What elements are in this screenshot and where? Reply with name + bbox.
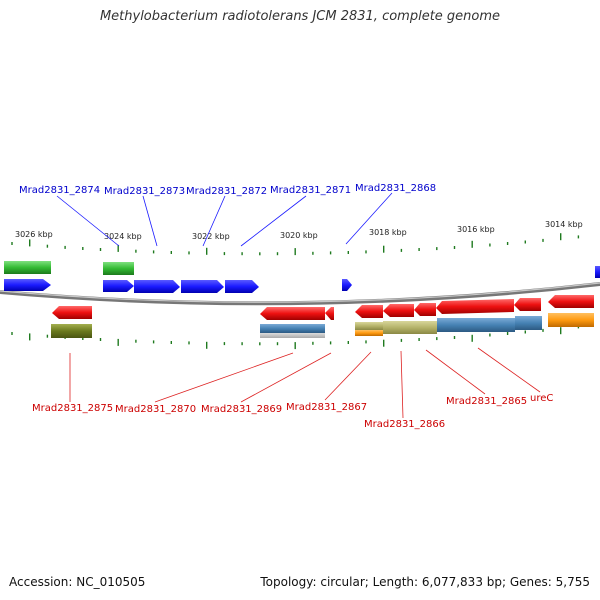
feature-block[interactable] [103,262,134,275]
gene-label-reverse[interactable]: Mrad2831_2870 [115,404,196,415]
feature-block[interactable] [437,318,515,332]
feature-block[interactable] [355,322,383,330]
gene-label-forward[interactable]: Mrad2831_2871 [270,185,351,196]
gene-label-forward[interactable]: Mrad2831_2872 [186,186,267,197]
tick-label: 3024 kbp [104,232,142,241]
feature-block[interactable] [260,324,325,333]
reverse-gene-arrow[interactable] [548,295,594,308]
reverse-gene-arrow[interactable] [325,307,334,320]
feature-block[interactable] [383,321,437,334]
forward-gene-arrow[interactable] [225,280,259,293]
gene-label-reverse[interactable]: Mrad2831_2865 [446,396,527,407]
reverse-gene-arrow[interactable] [52,306,92,319]
forward-leader-lines [56,192,393,247]
gene-label-forward[interactable]: Mrad2831_2874 [19,185,100,196]
forward-gene-arrow[interactable] [103,280,134,292]
feature-block[interactable] [355,330,383,336]
gene-label-reverse[interactable]: Mrad2831_2875 [32,403,113,414]
gene-label-reverse[interactable]: Mrad2831_2866 [364,419,445,430]
reverse-gene-arrow[interactable] [436,299,514,314]
genome-backbone [0,282,600,306]
reverse-gene-arrow[interactable] [514,298,541,311]
gene-label-reverse[interactable]: ureC [530,393,553,404]
reverse-gene-arrow[interactable] [383,304,414,317]
forward-gene-arrow[interactable] [595,266,600,278]
reverse-gene-arrow[interactable] [260,307,325,320]
genome-title: Methylobacterium radiotolerans JCM 2831,… [99,9,501,24]
forward-gene-arrow[interactable] [181,280,224,293]
scale-ticks-top [11,233,580,256]
reverse-leader-lines [69,347,541,419]
forward-gene-arrow[interactable] [4,279,51,291]
feature-block[interactable] [260,333,325,338]
reverse-gene-arrow[interactable] [355,305,383,318]
accession-text: Accession: NC_010505 [9,575,146,589]
gene-label-forward[interactable]: Mrad2831_2868 [355,183,436,194]
feature-block[interactable] [4,261,51,274]
tick-label: 3016 kbp [457,225,495,234]
feature-block[interactable] [51,324,92,338]
gene-label-reverse[interactable]: Mrad2831_2869 [201,404,282,415]
gene-label-reverse[interactable]: Mrad2831_2867 [286,402,367,413]
tick-label: 3020 kbp [280,231,318,240]
tick-label: 3022 kbp [192,232,230,241]
gene-label-forward[interactable]: Mrad2831_2873 [104,186,185,197]
forward-gene-arrow[interactable] [134,280,180,293]
feature-block[interactable] [515,316,542,330]
forward-gene-arrow[interactable] [342,279,352,291]
reverse-gene-arrow[interactable] [414,303,436,316]
topology-text: Topology: circular; Length: 6,077,833 bp… [260,575,590,589]
tick-label: 3018 kbp [369,228,407,237]
feature-block[interactable] [548,313,594,327]
tick-label: 3026 kbp [15,230,53,239]
tick-label: 3014 kbp [545,220,583,229]
